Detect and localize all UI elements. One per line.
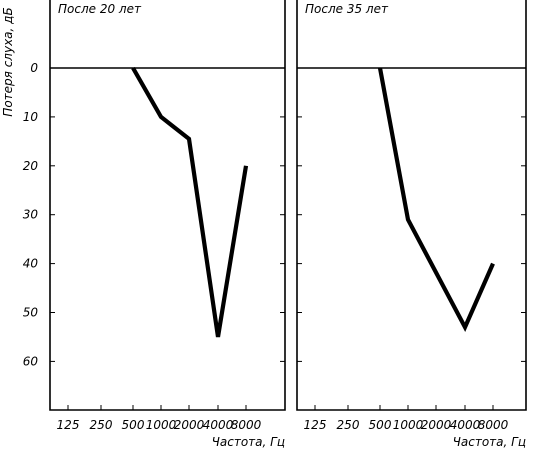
plot-frame xyxy=(296,0,527,411)
x-tick-label: 1000 xyxy=(146,418,177,432)
x-tick-label: 125 xyxy=(57,418,80,432)
x-tick-label: 250 xyxy=(337,418,360,432)
y-tick-label: 40 xyxy=(23,257,39,271)
chart-title: После 20 лет xyxy=(58,2,142,16)
x-tick-label: 4000 xyxy=(203,418,234,432)
x-tick-label: 2000 xyxy=(421,418,452,432)
x-tick-label: 2000 xyxy=(174,418,205,432)
y-tick-label: 10 xyxy=(23,110,39,124)
x-tick-label: 1000 xyxy=(393,418,424,432)
x-tick-label: 8000 xyxy=(478,418,509,432)
x-tick-label: 250 xyxy=(90,418,113,432)
x-tick-label: 4000 xyxy=(450,418,481,432)
x-axis-label: Частота, Гц xyxy=(453,435,526,449)
x-axis-label: Частота, Гц xyxy=(212,435,285,449)
hearing-loss-series-line xyxy=(377,67,495,333)
x-tick-label: 500 xyxy=(122,418,145,432)
hearing-loss-series-line xyxy=(131,66,249,338)
x-tick-label: 500 xyxy=(369,418,392,432)
y-tick-label: 20 xyxy=(23,159,39,173)
chart-title: После 35 лет xyxy=(305,2,389,16)
y-tick-label: 0 xyxy=(30,61,38,75)
plot-frame xyxy=(49,0,286,411)
y-tick-label: 30 xyxy=(23,208,39,222)
x-tick-label: 125 xyxy=(304,418,327,432)
y-axis-label: Потеря слуха, дБ xyxy=(1,7,15,116)
y-tick-label: 50 xyxy=(23,306,39,320)
x-tick-label: 8000 xyxy=(231,418,262,432)
panel-after-20-years: После 20 лет 0 10 20 30 40 50 60 Потеря слуха, д… xyxy=(1,0,286,449)
y-tick-label: 60 xyxy=(23,354,39,368)
